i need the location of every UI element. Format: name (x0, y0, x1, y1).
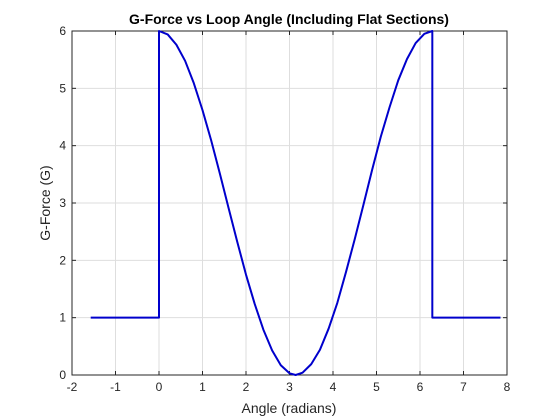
y-axis-label: G-Force (G) (37, 165, 53, 240)
x-tick-label: 2 (243, 380, 250, 394)
x-tick-label: -1 (110, 380, 121, 394)
y-tick-label: 1 (59, 311, 66, 325)
y-tick-label: 5 (59, 81, 66, 95)
x-tick-label: 4 (330, 380, 337, 394)
chart-title: G-Force vs Loop Angle (Including Flat Se… (129, 11, 449, 27)
ticks-layer: -2 -1 0 1 2 3 4 5 6 7 8 0 1 2 3 4 5 6 (59, 24, 510, 394)
x-tick-label: 8 (504, 380, 511, 394)
y-tick-label: 0 (59, 368, 66, 382)
y-tick-label: 2 (59, 253, 66, 267)
x-tick-label: 3 (286, 380, 293, 394)
y-tick-label: 3 (59, 196, 66, 210)
x-tick-label: 5 (373, 380, 380, 394)
x-axis-label: Angle (radians) (242, 400, 337, 416)
y-tick-label: 4 (59, 139, 66, 153)
x-tick-label: -2 (67, 380, 78, 394)
series-line-0 (90, 30, 501, 376)
x-tick-label: 7 (460, 380, 467, 394)
y-tick-label: 6 (59, 24, 66, 38)
x-tick-label: 0 (156, 380, 163, 394)
series-layer (90, 30, 501, 376)
grid-layer (71, 30, 508, 376)
x-tick-label: 1 (199, 380, 206, 394)
x-tick-label: 6 (417, 380, 424, 394)
